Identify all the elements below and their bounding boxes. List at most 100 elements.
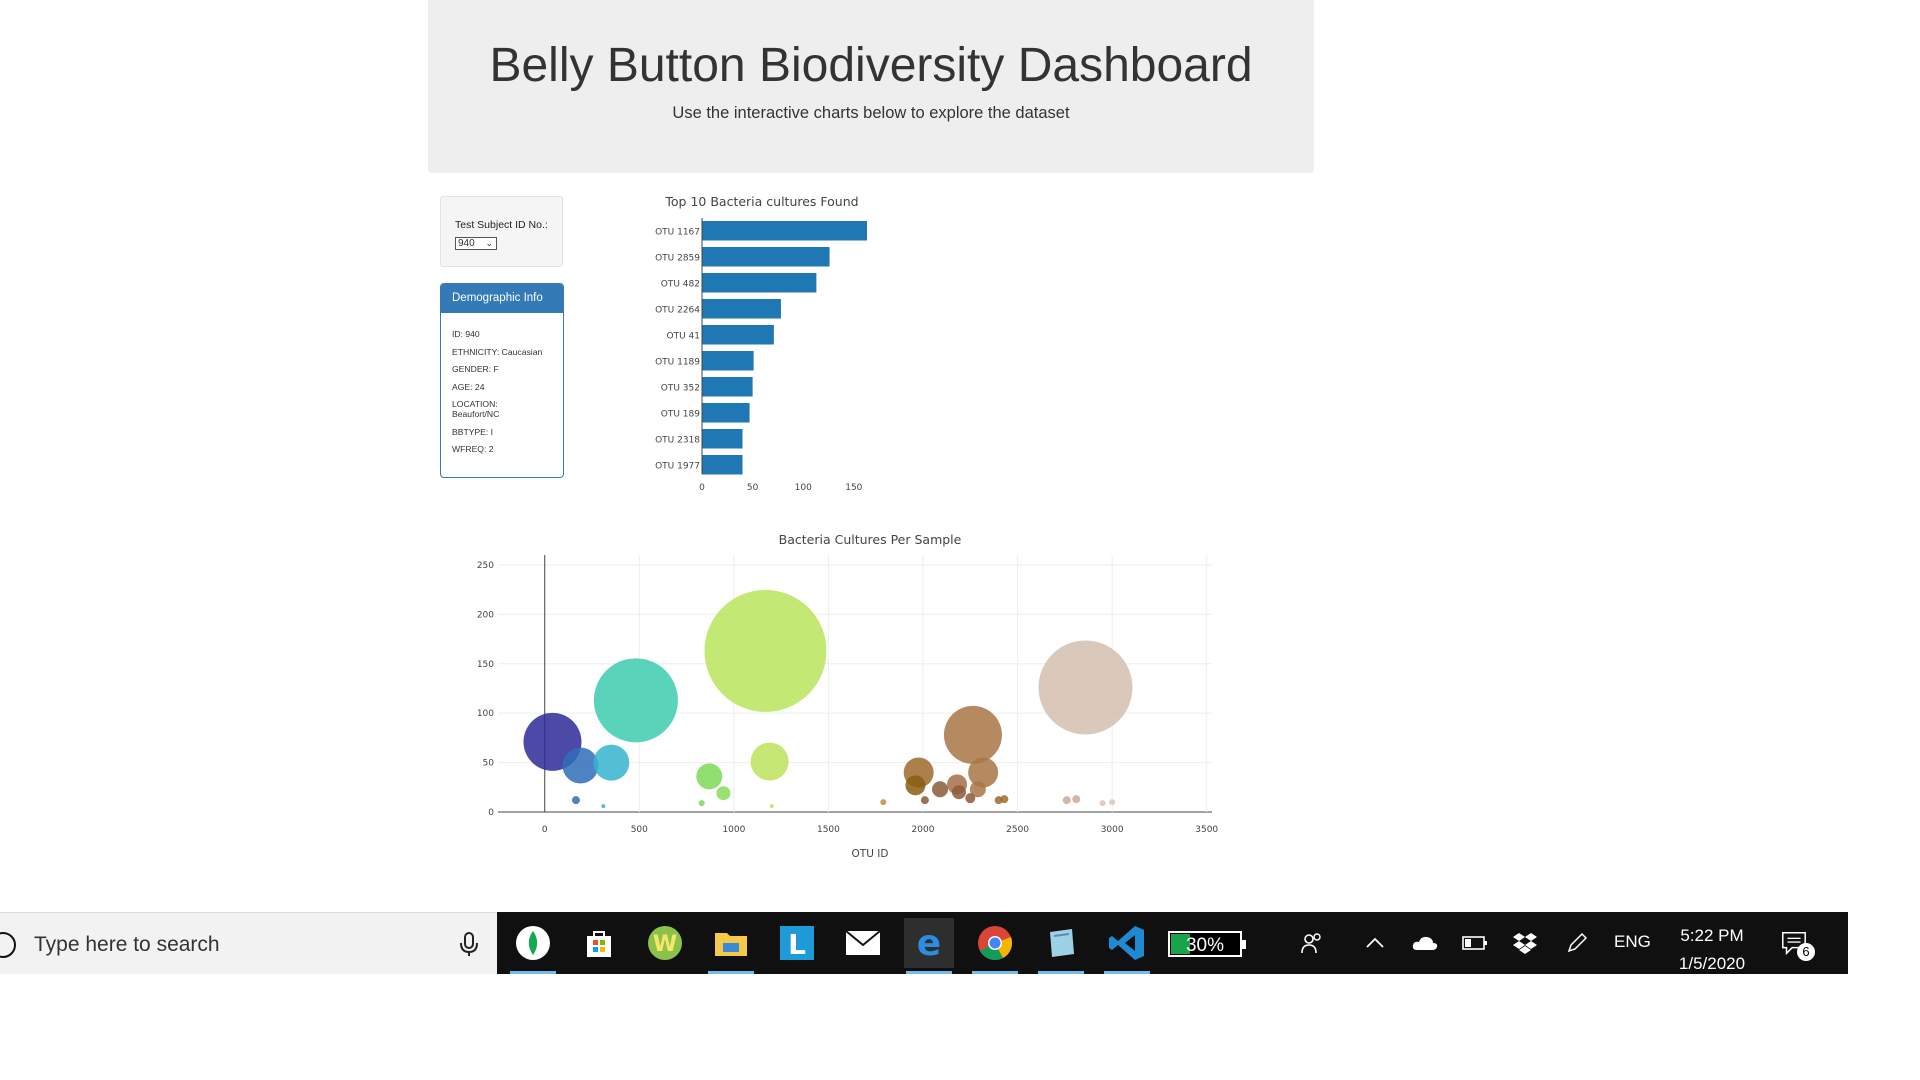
bubble-point[interactable] xyxy=(1000,795,1009,804)
bubble-y-tick: 0 xyxy=(488,808,494,818)
bubble-point[interactable] xyxy=(905,775,926,796)
demo-line-wfreq: WFREQ: 2 xyxy=(452,444,494,454)
bubble-x-tick: 500 xyxy=(631,825,648,835)
bubble-point[interactable] xyxy=(593,744,630,781)
top10-bar-chart: Top 10 Bacteria cultures Found OTU 1167 O… xyxy=(655,194,867,493)
bubble-point[interactable] xyxy=(880,799,887,806)
pen-icon[interactable] xyxy=(1563,929,1591,957)
bubble-point[interactable] xyxy=(1099,800,1106,807)
svg-text:W: W xyxy=(653,932,677,957)
bar-x-tick: 0 xyxy=(699,483,705,493)
bubble-point[interactable] xyxy=(769,804,774,809)
notification-icon[interactable] xyxy=(1780,929,1808,957)
chrome-icon[interactable] xyxy=(970,918,1020,974)
bubble-point[interactable] xyxy=(932,781,949,798)
demo-line-gender: GENDER: F xyxy=(452,364,499,374)
chevron-down-icon: ⌄ xyxy=(485,238,493,248)
bubble-point[interactable] xyxy=(968,757,999,788)
edge-icon[interactable]: e xyxy=(904,918,954,974)
bubble-point[interactable] xyxy=(1038,640,1133,735)
demographic-title: Demographic Info xyxy=(441,284,563,313)
battery-icon[interactable] xyxy=(1461,929,1489,957)
bar-label: OTU 2264 xyxy=(655,305,700,315)
bubble-y-tick: 200 xyxy=(477,610,494,620)
bubble-x-tick: 2500 xyxy=(1006,825,1029,835)
selector-label: Test Subject ID No.: xyxy=(455,219,548,231)
demo-line-ethnicity: ETHNICITY: Caucasian xyxy=(452,346,543,357)
bar-otu-189[interactable] xyxy=(702,403,750,423)
bar-otu-2264[interactable] xyxy=(702,299,781,319)
bar-otu-352[interactable] xyxy=(702,377,753,397)
cortana-icon[interactable] xyxy=(0,932,16,958)
bar-label: OTU 352 xyxy=(661,383,700,393)
jumbotron-header: Belly Button Biodiversity Dashboard Use … xyxy=(428,0,1314,173)
bar-otu-41[interactable] xyxy=(702,325,774,345)
bubble-point[interactable] xyxy=(943,705,1002,764)
bubble-point[interactable] xyxy=(696,763,723,790)
demographic-body: ID: 940 ETHNICITY: Caucasian GENDER: F A… xyxy=(441,313,563,454)
search-placeholder: Type here to search xyxy=(34,933,220,956)
windows-taskbar: Type here to search W L e xyxy=(0,912,1848,974)
bubble-point[interactable] xyxy=(951,785,966,800)
bar-x-tick: 150 xyxy=(845,483,862,493)
page-title: Belly Button Biodiversity Dashboard xyxy=(489,39,1253,92)
onedrive-cloud-icon[interactable] xyxy=(1411,929,1439,957)
bar-otu-1189[interactable] xyxy=(702,351,754,371)
store-icon[interactable] xyxy=(574,918,624,968)
mail-icon[interactable] xyxy=(838,918,888,968)
bubble-x-tick: 0 xyxy=(542,825,548,835)
bubble-point[interactable] xyxy=(562,747,599,784)
bubble-point[interactable] xyxy=(965,793,976,804)
bubble-y-tick: 250 xyxy=(477,561,494,571)
taskbar-search-box[interactable]: Type here to search xyxy=(0,912,497,974)
subject-selector-panel: Test Subject ID No.: 940 ⌄ xyxy=(440,196,563,267)
page-subtitle: Use the interactive charts below to expl… xyxy=(672,104,1070,122)
bubble-point[interactable] xyxy=(571,796,580,805)
bubble-point[interactable] xyxy=(1109,799,1116,806)
w-app-icon[interactable]: W xyxy=(640,918,690,968)
bubble-point[interactable] xyxy=(969,781,986,798)
chevron-up-icon[interactable] xyxy=(1361,929,1389,957)
demo-line-id: ID: 940 xyxy=(452,329,480,339)
bubble-point[interactable] xyxy=(920,796,929,805)
notepad-icon[interactable] xyxy=(1036,918,1086,974)
bar-x-tick: 100 xyxy=(795,483,812,493)
bar-label: OTU 41 xyxy=(667,331,700,341)
bubble-point[interactable] xyxy=(716,786,731,801)
language-indicator[interactable]: ENG xyxy=(1614,932,1651,951)
file-explorer-icon[interactable] xyxy=(706,918,756,974)
bubble-y-tick: 150 xyxy=(477,660,494,670)
bubble-point[interactable] xyxy=(593,658,678,743)
demographic-panel: Demographic Info ID: 940 ETHNICITY: Cauc… xyxy=(440,283,564,478)
clock-time: 5:22 PM xyxy=(1680,926,1744,945)
vscode-icon[interactable] xyxy=(1102,918,1152,974)
bar-otu-2318[interactable] xyxy=(702,429,743,449)
bubble-y-tick: 100 xyxy=(477,709,494,719)
subject-id-select[interactable]: 940 ⌄ xyxy=(455,237,497,250)
bubble-point[interactable] xyxy=(698,800,705,807)
bar-chart-title: Top 10 Bacteria cultures Found xyxy=(664,194,858,209)
bubble-y-tick: 50 xyxy=(483,759,495,769)
battery-percent-badge: 30% xyxy=(1168,931,1246,957)
microphone-icon[interactable] xyxy=(456,930,482,958)
bubble-point[interactable] xyxy=(750,742,789,781)
l-app-icon[interactable]: L xyxy=(772,918,822,968)
bubble-point[interactable] xyxy=(704,589,827,712)
bubble-chart-title: Bacteria Cultures Per Sample xyxy=(779,532,962,547)
bar-label: OTU 2859 xyxy=(655,253,700,263)
people-icon[interactable] xyxy=(1298,929,1326,957)
demo-line-bbtype: BBTYPE: I xyxy=(452,426,494,437)
clock[interactable]: 5:22 PM 1/5/2020 xyxy=(1667,922,1757,978)
bubble-point[interactable] xyxy=(1062,796,1071,805)
clock-date: 1/5/2020 xyxy=(1678,954,1746,973)
bar-label: OTU 1977 xyxy=(655,461,700,471)
bubble-point[interactable] xyxy=(1072,795,1081,804)
bar-otu-2859[interactable] xyxy=(702,247,830,267)
bubble-point[interactable] xyxy=(601,804,606,809)
dropbox-icon[interactable] xyxy=(1511,929,1539,957)
bar-otu-1977[interactable] xyxy=(702,455,743,475)
bar-otu-1167[interactable] xyxy=(702,221,867,241)
bar-otu-482[interactable] xyxy=(702,273,817,293)
mongodb-icon[interactable] xyxy=(508,918,558,974)
bar-label: OTU 189 xyxy=(661,409,700,419)
